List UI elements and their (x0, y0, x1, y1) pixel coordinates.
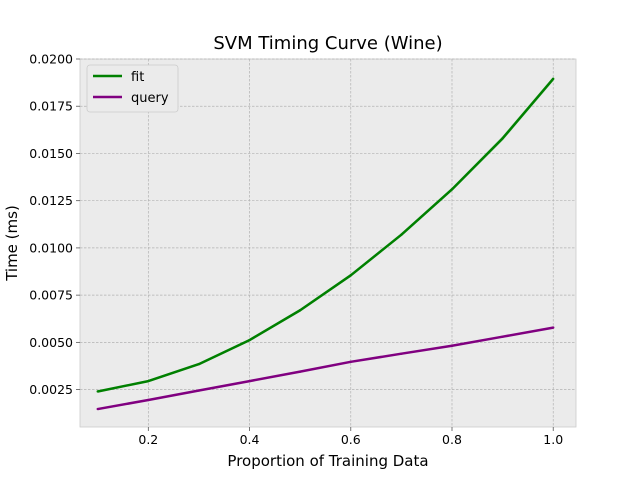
data-point-fit (147, 379, 150, 383)
x-tick-label: 0.6 (341, 432, 361, 447)
grid (80, 58, 576, 427)
y-tick-label: 0.0025 (29, 382, 73, 397)
data-point-query (147, 398, 150, 402)
data-point-fit (400, 233, 403, 236)
x-tick-label: 0.8 (442, 432, 462, 447)
data-point-query (298, 370, 302, 373)
data-point-fit (298, 309, 302, 312)
data-point-query (552, 326, 555, 329)
plot-area (79, 58, 577, 428)
x-tick-label: 1.0 (543, 432, 563, 447)
data-point-fit (450, 188, 454, 191)
legend: fit query (86, 64, 179, 113)
legend-fit-label: fit (131, 70, 144, 85)
data-point-query (96, 407, 99, 411)
series-line-fit (97, 78, 555, 393)
data-point-fit (96, 390, 99, 393)
y-axis-label: Time (ms) (3, 205, 21, 282)
data-point-query (501, 335, 504, 338)
series-line-query (97, 326, 554, 411)
y-ticks: 0.0025 0.0050 0.0075 0.0100 0.0125 0.0150 0.01… (29, 52, 80, 397)
data-point-fit (197, 362, 201, 366)
data-point-query (248, 379, 251, 383)
x-axis-label: Proportion of Training Data (227, 452, 428, 470)
y-tick-label: 0.0075 (29, 288, 73, 303)
y-tick-label: 0.0150 (29, 146, 73, 161)
y-tick-label: 0.0200 (29, 52, 73, 67)
x-tick-label: 0.4 (240, 432, 260, 447)
data-point-fit (501, 137, 504, 140)
y-tick-label: 0.0175 (29, 99, 73, 114)
data-point-fit (552, 77, 555, 81)
data-point-fit (248, 338, 251, 342)
data-point-query (450, 344, 454, 347)
data-point-query (400, 352, 403, 355)
data-point-query (197, 389, 201, 392)
data-point-fit (349, 274, 352, 277)
chart-title: SVM Timing Curve (Wine) (213, 33, 442, 54)
x-tick-label: 0.2 (138, 432, 158, 447)
data-point-query (349, 360, 352, 364)
legend-query-label: query (131, 91, 169, 106)
series-lines (96, 77, 555, 411)
y-tick-label: 0.0050 (29, 335, 73, 350)
y-tick-label: 0.0100 (29, 240, 73, 255)
x-ticks: 0.2 0.4 0.6 0.8 1.0 (138, 427, 563, 447)
y-tick-label: 0.0125 (29, 193, 73, 208)
